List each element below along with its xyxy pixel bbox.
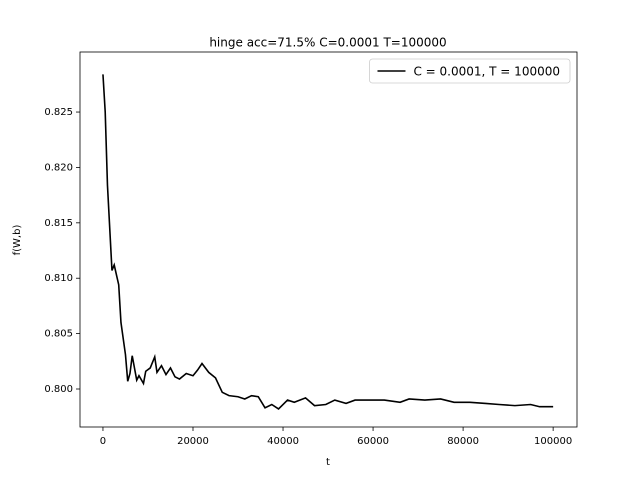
line-series xyxy=(102,74,554,410)
x-tick-label: 80000 xyxy=(447,436,479,447)
y-tick-label: 0.825 xyxy=(44,107,73,118)
chart-title: hinge acc=71.5% C=0.0001 T=100000 xyxy=(209,36,446,50)
y-tick-label: 0.820 xyxy=(44,162,73,173)
plot-frame xyxy=(79,51,578,428)
y-axis-label: f(W,b) xyxy=(12,225,23,256)
x-tick-label: 0 xyxy=(100,436,106,447)
x-tick-label: 60000 xyxy=(357,436,389,447)
x-axis-label: t xyxy=(326,457,330,468)
x-tick-label: 40000 xyxy=(267,436,299,447)
y-tick-label: 0.810 xyxy=(44,273,73,284)
legend-label: C = 0.0001, T = 100000 xyxy=(413,65,560,79)
y-tick-label: 0.800 xyxy=(44,384,73,395)
x-tick-label: 100000 xyxy=(534,436,572,447)
legend-box xyxy=(369,58,571,84)
y-tick-label: 0.805 xyxy=(44,329,73,340)
x-tick-label: 20000 xyxy=(177,436,209,447)
y-tick-label: 0.815 xyxy=(44,218,73,229)
